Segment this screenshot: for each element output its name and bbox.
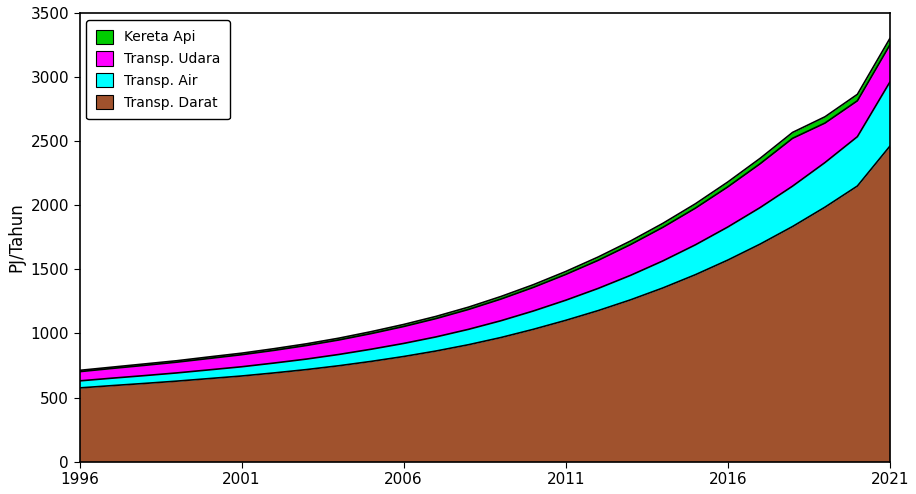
Legend: Kereta Api, Transp. Udara, Transp. Air, Transp. Darat: Kereta Api, Transp. Udara, Transp. Air, … — [86, 20, 230, 120]
Y-axis label: PJ/Tahun: PJ/Tahun — [7, 203, 25, 272]
